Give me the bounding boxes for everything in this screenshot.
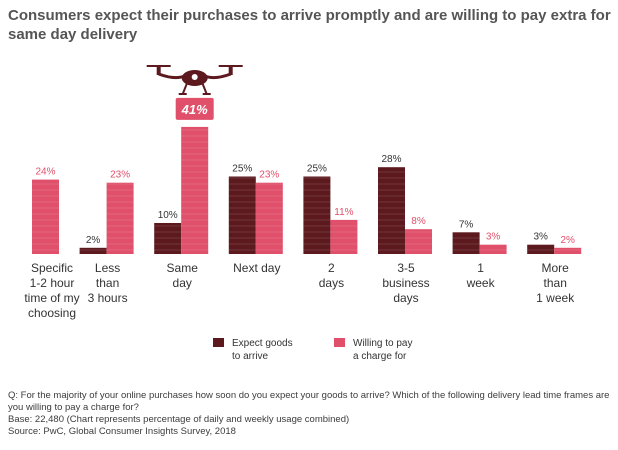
bar-willing (554, 247, 582, 254)
bar-willing (32, 179, 59, 254)
bar-willing (405, 229, 432, 254)
data-label-willing: 8% (411, 216, 426, 227)
data-label-expect: 3% (533, 232, 548, 243)
bar-expect (79, 247, 107, 254)
data-label-expect: 28% (381, 154, 401, 165)
chart-footer: Q: For the majority of your online purch… (8, 390, 612, 438)
bar-expect (527, 244, 555, 254)
bar-expect (154, 223, 182, 254)
data-label-willing: 2% (560, 235, 575, 246)
category-label: 2 days (319, 261, 344, 290)
data-label-willing: 24% (35, 167, 55, 178)
legend-expect: Expect goods to arrive (213, 338, 293, 362)
chart-title: Consumers expect their purchases to arri… (8, 7, 611, 43)
data-label-expect: 10% (158, 210, 178, 221)
category-label: 3-5 business days (382, 261, 429, 305)
bar-expect (228, 176, 256, 254)
footer-base: Base: 22,480 (Chart represents percentag… (8, 414, 350, 425)
bar-willing (181, 126, 209, 254)
category-label: More than 1 week (536, 261, 575, 305)
legend-label: Expect goods to arrive (232, 338, 293, 362)
legend-willing: Willing to pay a charge for (334, 338, 412, 362)
bar-expect (303, 176, 331, 254)
category-label: 1 week (466, 261, 496, 290)
footer-question: Q: For the majority of your online purch… (8, 390, 610, 413)
callout-label: 41% (181, 102, 208, 117)
drone-icon (146, 65, 243, 95)
footer-source: Source: PwC, Global Consumer Insights Su… (8, 426, 236, 437)
data-label-willing: 23% (110, 170, 130, 181)
data-label-willing: 23% (259, 170, 279, 181)
data-label-willing: 3% (486, 232, 501, 243)
data-label-willing: 11% (334, 207, 353, 218)
bar-expect (378, 167, 405, 254)
category-label: Same day (167, 261, 199, 290)
legend-label: Willing to pay a charge for (353, 338, 412, 362)
callout-box (173, 95, 216, 122)
legend-swatch (334, 338, 345, 347)
data-label-expect: 2% (86, 235, 101, 246)
data-label-expect: 25% (232, 164, 252, 175)
category-label: Specific 1-2 hour time of my choosing (24, 261, 79, 320)
category-label: Next day (233, 261, 280, 275)
bar-expect (452, 232, 480, 254)
data-label-expect: 7% (459, 219, 474, 230)
category-label: Less than 3 hours (88, 261, 128, 305)
bar-willing (330, 219, 358, 254)
legend-swatch (213, 338, 224, 347)
data-label-expect: 25% (307, 164, 327, 175)
bar-willing (479, 244, 507, 254)
bar-willing (106, 182, 134, 254)
bar-willing (255, 182, 283, 254)
